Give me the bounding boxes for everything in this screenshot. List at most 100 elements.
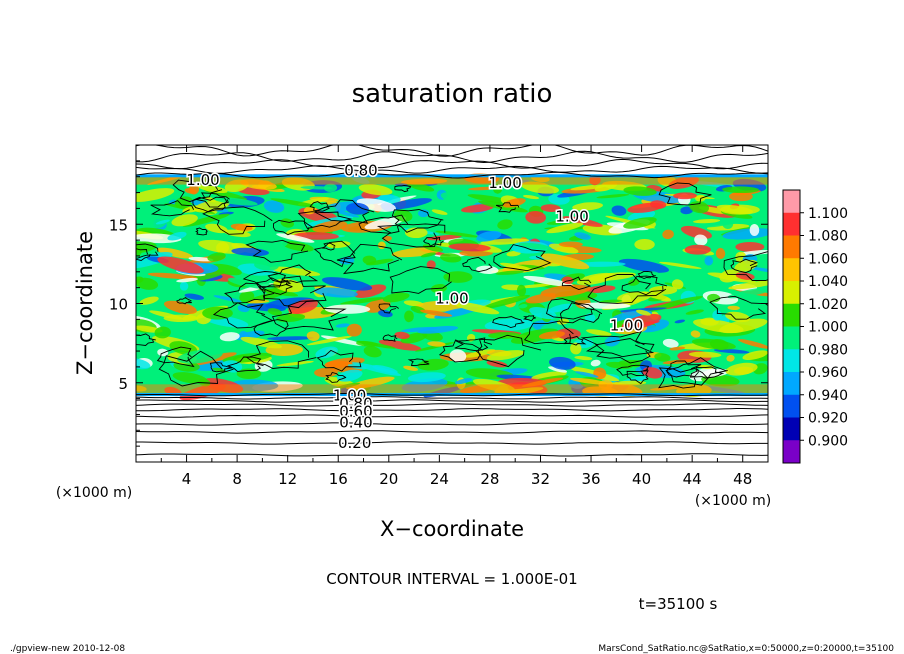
isoline-loop	[492, 316, 525, 328]
field-cell	[443, 271, 473, 283]
colorbar: 1.100 1.080 1.060 1.040 1.020 1.000 0.980 0.960…	[782, 189, 848, 464]
y-axis: 5 10 15	[109, 160, 768, 447]
isoline-loop	[723, 251, 768, 281]
field-cell	[482, 294, 531, 309]
field-blobs	[136, 173, 768, 401]
field-cell	[735, 241, 765, 252]
field-cell	[449, 349, 467, 363]
contour-label: 0.80	[339, 394, 372, 412]
field-cell	[427, 341, 446, 347]
x-tick-label: 12	[278, 470, 297, 488]
isoline-loop	[407, 358, 430, 366]
field-cell	[722, 186, 760, 194]
field-cell	[147, 272, 198, 280]
isoline-loop	[545, 298, 595, 320]
field-cell	[691, 338, 736, 350]
field-cell	[455, 378, 472, 385]
field-cell	[184, 293, 204, 300]
field-cell	[707, 293, 721, 303]
field-cell	[590, 359, 601, 367]
field-cell	[713, 348, 750, 354]
field-cell	[548, 243, 579, 254]
field-cell	[460, 204, 495, 213]
isoline-loop	[297, 211, 352, 230]
isoline-loop	[358, 214, 409, 234]
field-cell	[326, 241, 351, 249]
field-cell	[422, 244, 444, 252]
contour-label-group: 0.801.00 1.001.001.001.001.000.800.600.40…	[185, 160, 645, 454]
field-cell	[276, 233, 315, 243]
colorbar-label: 0.900	[808, 433, 848, 449]
field-cell	[518, 242, 552, 250]
isoline-loop	[594, 338, 655, 364]
isoline-loop	[309, 201, 330, 212]
y-axis-unit: (×1000 m)	[56, 485, 132, 501]
field-cell	[576, 261, 626, 267]
field-cell	[540, 253, 590, 270]
colorbar-swatch	[783, 349, 800, 373]
field-cell	[488, 331, 521, 339]
field-cell	[715, 247, 726, 260]
colorbar-label: 0.920	[808, 411, 848, 427]
field-cell	[516, 264, 545, 270]
field-cell	[540, 284, 591, 298]
field-cell	[394, 331, 410, 339]
field-cell	[452, 301, 500, 315]
field-cell	[404, 227, 428, 239]
x-tick-label: 40	[632, 470, 651, 488]
field-cell	[182, 213, 230, 227]
isoline-loop	[272, 219, 313, 236]
field-cell	[176, 277, 199, 283]
contour-label: 1.00	[555, 207, 588, 225]
field-cell	[690, 330, 701, 338]
field-cell	[382, 292, 410, 303]
isoline-loop	[709, 295, 768, 320]
isoline-loop	[245, 239, 309, 263]
field-cell	[440, 253, 462, 263]
field-cell	[315, 346, 338, 359]
field-cell	[155, 219, 170, 225]
isoline-lower	[136, 403, 768, 407]
contour-label: 1.00	[610, 317, 643, 335]
isoline-lower	[136, 393, 768, 397]
field-cell	[575, 371, 599, 378]
y-tick-label: 15	[109, 216, 128, 234]
x-tick-label: 20	[379, 470, 398, 488]
isoline-loop	[172, 179, 223, 203]
field-cell	[346, 202, 369, 215]
field-cell	[313, 287, 358, 298]
field-cell	[231, 247, 269, 257]
field-cell	[305, 216, 354, 227]
colorbar-swatch	[783, 394, 800, 418]
field-cell	[407, 372, 446, 383]
isoline-loop	[382, 334, 398, 342]
footer-right: MarsCond_SatRatio.nc@SatRatio,x=0:50000,…	[598, 644, 894, 654]
colorbar-label: 1.000	[808, 320, 848, 336]
field-cell	[727, 305, 740, 311]
isoline-upper	[136, 158, 768, 170]
isoline-upper	[136, 145, 768, 157]
field-cell	[623, 217, 657, 229]
field-cell	[364, 216, 407, 230]
field-cell	[169, 341, 198, 355]
contour-label: 1.00	[186, 171, 219, 189]
field-cell	[728, 191, 753, 202]
field-cell	[205, 223, 228, 234]
time-stamp: t=35100 s	[639, 595, 718, 613]
field-cell	[324, 304, 371, 314]
saturation-field	[136, 173, 768, 401]
field-cell	[744, 266, 768, 274]
field-cell	[276, 313, 306, 323]
colorbar-swatch	[783, 281, 800, 305]
field-cell	[188, 256, 214, 262]
field-cell	[523, 194, 540, 200]
x-axis: 4 8 12 16 20 24 28 32 36 40 44 48	[160, 145, 752, 488]
field-cell	[387, 273, 406, 286]
field-cell	[306, 335, 352, 346]
field-cell	[467, 186, 500, 191]
field-cell	[197, 184, 228, 194]
field-cell	[596, 193, 630, 199]
isoline-loop	[658, 182, 712, 206]
colorbar-label: 1.020	[808, 297, 848, 313]
